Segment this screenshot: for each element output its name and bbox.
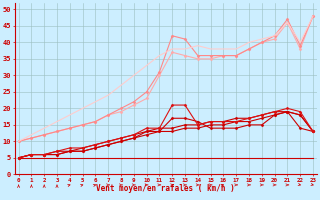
X-axis label: Vent moyen/en rafales ( km/h ): Vent moyen/en rafales ( km/h ) xyxy=(96,184,235,193)
